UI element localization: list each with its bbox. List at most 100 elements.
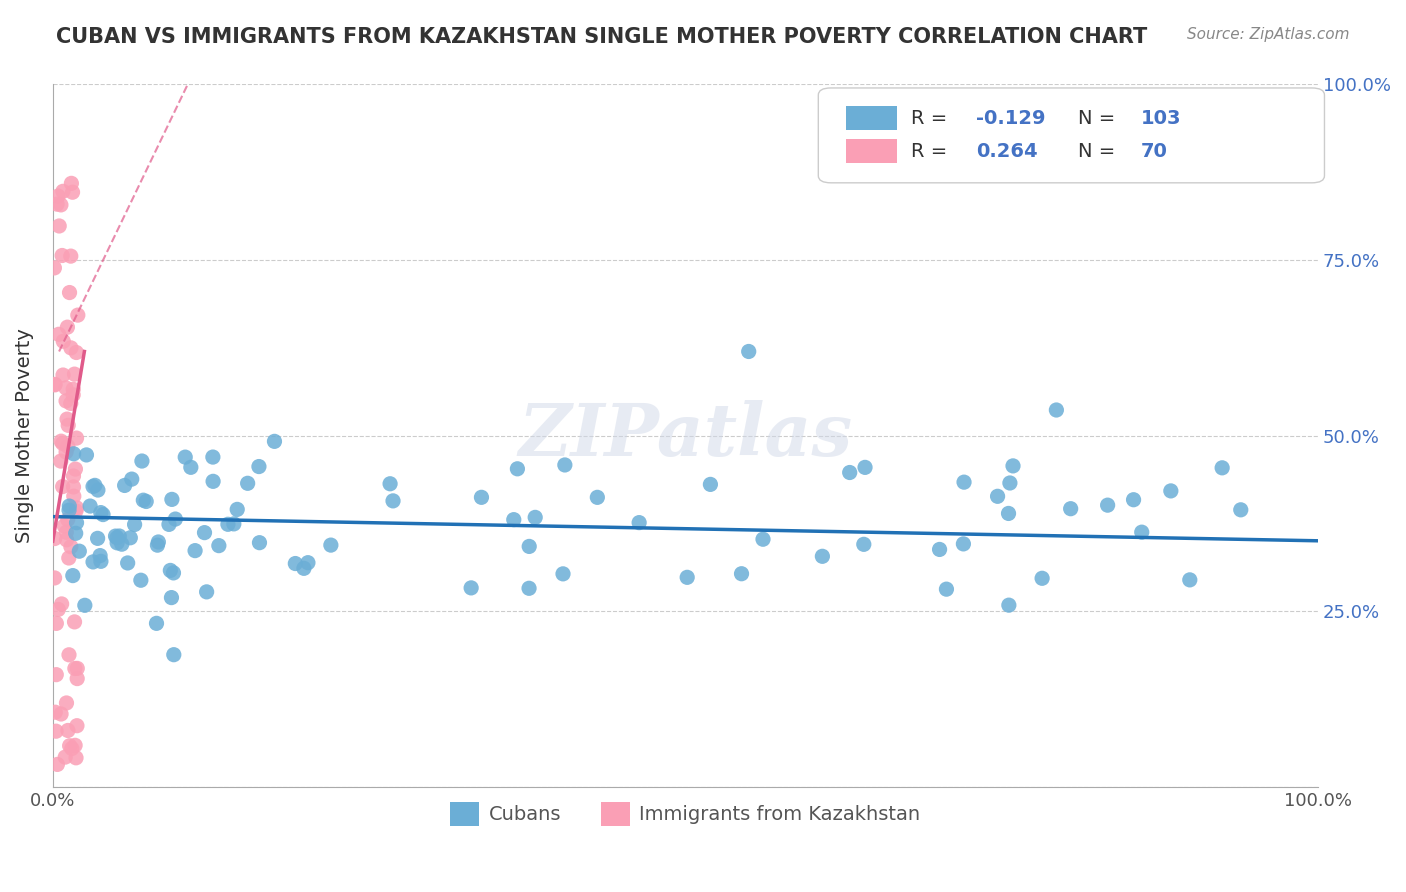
Point (46, 602, 69, 616)
Point (1122, 492, 1144, 507)
Point (249, 535, 271, 549)
Point (66, 661, 89, 675)
Point (201, 450, 224, 464)
Point (63, 661, 86, 675)
Point (55, 393, 77, 408)
Point (162, 566, 184, 580)
Point (117, 556, 139, 570)
Point (56, 320, 79, 334)
Point (222, 516, 245, 531)
Point (90, 506, 112, 520)
Point (79, 499, 101, 513)
Point (65, 431, 87, 445)
Point (46, 757, 69, 772)
Point (193, 525, 215, 540)
Point (132, 493, 155, 508)
Point (952, 537, 974, 551)
Point (124, 517, 146, 532)
Point (49, 454, 72, 468)
Point (852, 537, 875, 551)
Point (195, 585, 218, 599)
Point (998, 475, 1021, 490)
Point (1045, 403, 1067, 417)
Point (517, 582, 540, 596)
Point (730, 566, 752, 581)
Point (297, 556, 319, 570)
Point (67, 544, 90, 558)
Point (517, 540, 540, 554)
Point (58, 503, 80, 517)
Text: -0.129: -0.129 (977, 109, 1046, 128)
Point (56, 512, 79, 526)
Point (378, 476, 401, 491)
Point (58, 551, 80, 566)
Text: 70: 70 (1142, 142, 1168, 161)
Point (87, 483, 110, 497)
Point (62, 382, 84, 396)
Text: Source: ZipAtlas.com: Source: ZipAtlas.com (1187, 27, 1350, 42)
Point (105, 536, 128, 550)
Point (62, 480, 84, 494)
Point (65, 751, 87, 765)
Point (131, 454, 153, 468)
Point (82, 555, 104, 569)
Point (45, 724, 67, 739)
Point (44, 377, 66, 392)
Point (49, 434, 72, 449)
Point (51, 248, 73, 262)
Point (65, 516, 87, 530)
Point (180, 460, 202, 475)
Point (1160, 483, 1182, 498)
Point (160, 492, 183, 507)
Point (60, 741, 83, 756)
Point (53, 519, 76, 533)
Point (56, 723, 79, 738)
Point (63, 615, 86, 629)
Point (838, 466, 860, 480)
Point (506, 462, 529, 476)
Point (263, 434, 285, 449)
Point (55, 533, 77, 547)
Point (62, 185, 84, 199)
Point (676, 570, 699, 584)
Point (554, 458, 576, 472)
Point (997, 507, 1019, 521)
Point (163, 648, 186, 662)
Point (59, 540, 82, 554)
Point (105, 531, 128, 545)
Point (44, 705, 66, 719)
Point (62, 568, 84, 582)
Point (586, 491, 609, 505)
Text: 0.264: 0.264 (977, 142, 1038, 161)
Point (202, 475, 225, 489)
Point (46, 197, 69, 211)
Point (524, 510, 547, 524)
Text: N =: N = (1078, 109, 1121, 128)
Point (284, 557, 307, 571)
Point (699, 477, 721, 491)
Point (208, 539, 231, 553)
Point (44, 377, 66, 392)
Point (65, 526, 87, 541)
Point (82, 479, 104, 493)
Point (56, 439, 79, 453)
Point (935, 582, 957, 597)
Point (62, 489, 84, 503)
Point (104, 529, 127, 543)
Text: N =: N = (1078, 142, 1121, 161)
Legend: Cubans, Immigrants from Kazakhstan: Cubans, Immigrants from Kazakhstan (443, 795, 928, 834)
Point (59, 739, 82, 753)
Point (853, 460, 876, 475)
Point (65, 504, 87, 518)
Point (48, 327, 70, 342)
Point (165, 512, 187, 526)
Point (159, 563, 181, 577)
Text: ZIPatlas: ZIPatlas (519, 401, 852, 471)
Y-axis label: Single Mother Poverty: Single Mother Poverty (15, 328, 34, 543)
Point (44, 532, 66, 546)
Point (247, 459, 270, 474)
Point (226, 502, 249, 516)
Point (55, 381, 77, 395)
Point (91, 508, 114, 522)
Point (145, 616, 167, 631)
